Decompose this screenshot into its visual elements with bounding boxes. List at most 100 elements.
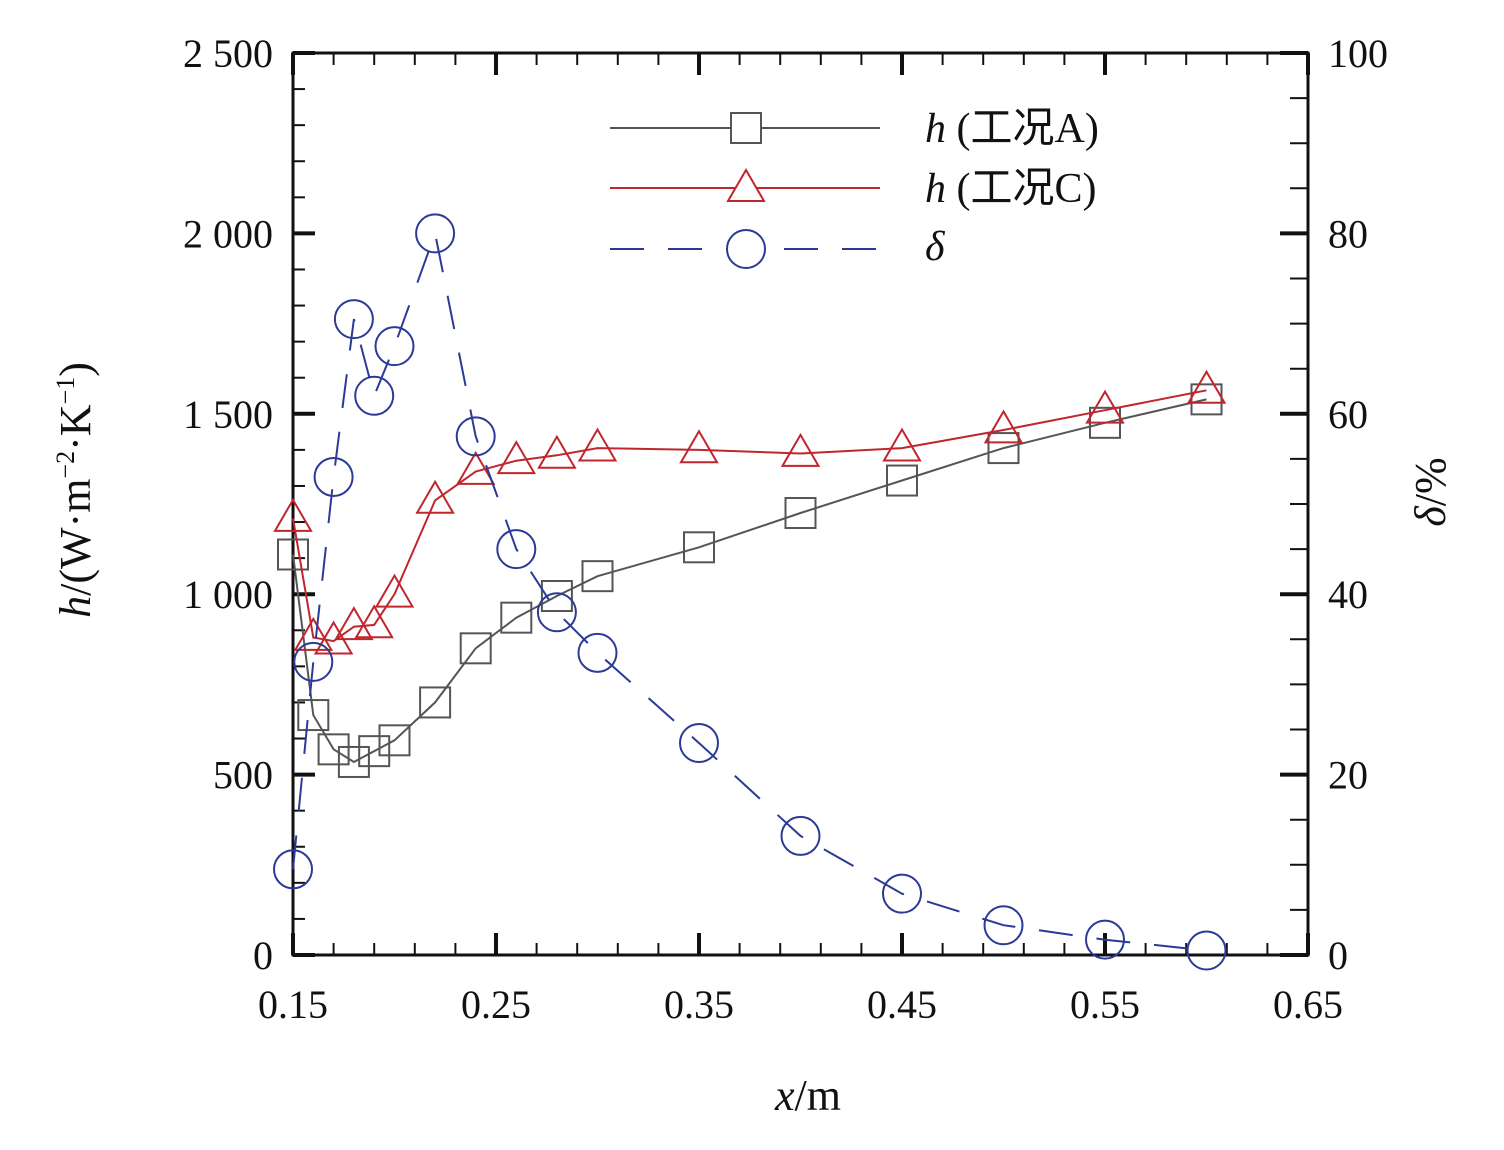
y-tick-label: 2 000 <box>183 211 273 256</box>
data-point-circle <box>333 299 374 340</box>
data-point-square <box>277 538 309 571</box>
data-point-square <box>337 745 370 778</box>
y-tick-label: 1 500 <box>183 392 273 437</box>
data-point-circle <box>983 905 1024 946</box>
legend-label-case-a: h (工况A) <box>925 106 1099 152</box>
data-point-circle <box>882 873 922 914</box>
data-point-triangle <box>577 427 618 462</box>
x-axis-var: x <box>774 1071 795 1120</box>
data-point-triangle <box>780 432 821 467</box>
data-point-circle <box>273 849 313 890</box>
data-point-triangle <box>273 497 313 532</box>
data-point-triangle <box>455 450 496 485</box>
y2-tick-label: 40 <box>1328 572 1368 617</box>
y-tick-label: 1 000 <box>183 572 273 617</box>
data-point-triangle <box>374 573 415 608</box>
y2-tick-label: 80 <box>1328 211 1368 256</box>
x-axis-unit: /m <box>795 1071 841 1120</box>
data-point-circle <box>679 723 719 764</box>
legend: h (工况A) h (工况C) δ <box>610 106 1099 270</box>
data-point-triangle <box>415 479 455 514</box>
y2-tick-label: 0 <box>1328 933 1348 978</box>
y2-axis-var: δ <box>1406 505 1455 527</box>
data-point-triangle <box>496 440 537 475</box>
series-layer <box>273 213 1227 971</box>
legend-label-delta: δ <box>925 224 946 270</box>
data-point-triangle <box>882 427 922 462</box>
y-axis-var: h <box>51 596 100 618</box>
data-point-square <box>886 464 918 497</box>
series-line <box>292 398 1207 764</box>
data-point-square <box>987 432 1020 465</box>
data-point-circle <box>496 529 537 570</box>
x-tick-label: 0.65 <box>1273 982 1343 1027</box>
data-point-circle <box>780 815 821 856</box>
x-axis-title: x/m <box>774 1071 841 1120</box>
y-axis-unit: /(W·m <box>51 479 100 596</box>
data-point-square <box>683 531 715 564</box>
data-point-circle <box>455 416 496 457</box>
data-point-square <box>459 632 492 665</box>
data-point-square <box>317 733 350 766</box>
data-point-square <box>378 724 411 757</box>
y-axis-title: h/(W·m−2·K−1) <box>51 362 100 618</box>
y-tick-label: 2 500 <box>183 31 273 76</box>
x-tick-label: 0.15 <box>258 982 328 1027</box>
data-point-triangle <box>537 434 577 469</box>
x-tick-label: 0.45 <box>867 982 937 1027</box>
legend-item-case-a: h (工况A) <box>610 106 1099 152</box>
y2-tick-label: 20 <box>1328 753 1368 798</box>
data-point-circle <box>293 641 334 682</box>
data-point-triangle <box>334 606 374 641</box>
data-point-square <box>784 497 817 530</box>
y2-tick-label: 60 <box>1328 392 1368 437</box>
series-line <box>292 389 1207 643</box>
data-point-circle <box>354 375 395 416</box>
y-tick-label: 0 <box>253 933 273 978</box>
legend-marker-triangle <box>726 168 766 202</box>
data-point-triangle <box>354 604 394 639</box>
data-point-square <box>500 601 533 634</box>
x-tick-label: 0.55 <box>1070 982 1140 1027</box>
y-axis-unit-exp1: −2 <box>51 451 80 479</box>
data-point-circle <box>536 592 577 633</box>
y2-tick-label: 100 <box>1328 31 1388 76</box>
plot-frame <box>291 51 1310 957</box>
data-point-triangle <box>679 429 719 464</box>
legend-label-case-c: h (工况C) <box>925 166 1097 212</box>
data-point-circle <box>374 326 415 367</box>
data-point-triangle <box>313 620 354 655</box>
series-3 <box>273 213 1227 971</box>
series-line <box>292 229 1207 952</box>
y-axis-unit-end: ) <box>51 362 100 377</box>
y-axis-unit-exp2: −1 <box>51 377 80 405</box>
data-point-triangle <box>983 409 1024 444</box>
data-point-square <box>581 560 614 593</box>
y2-axis-unit: /% <box>1406 457 1455 506</box>
data-point-triangle <box>1085 389 1125 424</box>
legend-item-case-c: h (工况C) <box>610 166 1097 212</box>
y2-axis-title: δ/% <box>1406 457 1455 526</box>
legend-marker-square <box>730 112 762 144</box>
data-point-circle <box>1186 930 1227 971</box>
data-point-triangle <box>1186 369 1227 404</box>
data-point-square <box>297 699 330 732</box>
series-1 <box>277 383 1223 778</box>
x-tick-label: 0.25 <box>461 982 531 1027</box>
x-tick-label: 0.35 <box>664 982 734 1027</box>
data-point-triangle <box>293 616 334 651</box>
legend-item-delta: δ <box>610 224 946 270</box>
y-axis-unit-mid: ·K <box>51 404 100 451</box>
data-point-circle <box>577 632 618 673</box>
data-point-circle <box>1085 919 1125 960</box>
data-point-square <box>358 735 391 768</box>
y-tick-label: 500 <box>213 753 273 798</box>
data-point-square <box>419 686 452 719</box>
data-point-square <box>540 580 573 613</box>
series-2 <box>273 369 1227 655</box>
data-point-circle <box>415 213 456 254</box>
data-point-circle <box>313 456 354 497</box>
legend-marker-circle <box>726 229 766 269</box>
